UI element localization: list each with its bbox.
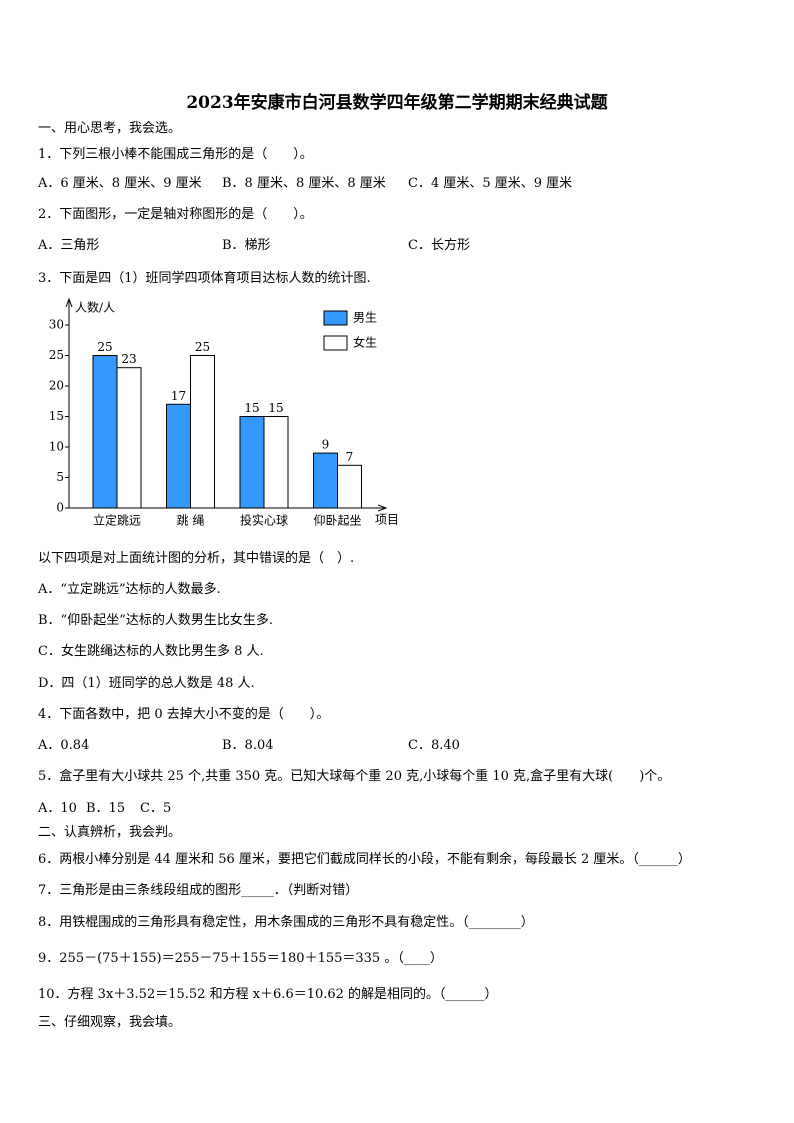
title: 2023年安康市白河县数学四年级第二学期期末经典试题 [186, 93, 608, 113]
question: 5．盒子里有大小球共 25 个,共重 350 克。已知大球每个重 20 克,小球… [38, 769, 671, 784]
data-label: 25 [97, 340, 112, 354]
y-tick-label: 0 [56, 501, 64, 515]
x-tick-label: 仰卧起坐 [313, 513, 361, 528]
y-axis-arrow [65, 297, 73, 308]
y-axis-label: 人数/人 [75, 300, 115, 315]
legend-swatch [323, 335, 348, 351]
legend-swatch [323, 310, 348, 326]
option: C．5 [140, 801, 172, 816]
bar [263, 416, 289, 509]
x-tick-label: 立定跳远 [93, 513, 141, 528]
data-label: 23 [121, 352, 136, 366]
section-heading: 三、仔细观察，我会填。 [38, 1015, 182, 1030]
option: A．10 [38, 801, 77, 816]
question: 10．方程 3x＋3.52＝15.52 和方程 x＋6.6＝10.62 的解是相… [38, 987, 498, 1002]
data-label: 15 [244, 401, 259, 415]
question: 9．255－(75＋155)＝255－75＋155＝180＋155＝335 。（… [38, 951, 443, 966]
option: C．4 厘米、5 厘米、9 厘米 [408, 176, 573, 191]
data-label: 15 [268, 401, 283, 415]
x-tick-label: 投实心球 [240, 513, 288, 528]
y-tick-label: 30 [49, 318, 64, 332]
option: A．三角形 [38, 238, 100, 253]
question: 4．下面各数中，把 0 去掉大小不变的是（ ）。 [38, 707, 330, 722]
option: A．0.84 [38, 738, 90, 753]
question: 8．用铁棍围成的三角形具有稳定性，用木条围成的三角形不具有稳定性。（______… [38, 915, 534, 930]
bar [166, 403, 191, 509]
option: B．15 [86, 801, 126, 816]
bar [313, 452, 338, 509]
x-tick-label: 跳 绳 [177, 514, 205, 528]
x-axis-arrow [377, 504, 388, 512]
option: B．8 厘米、8 厘米、8 厘米 [222, 176, 386, 191]
question: 6．两根小棒分别是 44 厘米和 56 厘米，要把它们截成同样长的小段，不能有剩… [38, 852, 691, 867]
question: 2．下面图形，一定是轴对称图形的是（ ）。 [38, 207, 313, 222]
y-tick-label: 25 [49, 348, 64, 362]
option: B．8.04 [222, 738, 274, 753]
y-tick-label: 10 [49, 440, 64, 454]
data-label: 7 [346, 450, 354, 464]
section-heading: 一、用心思考，我会选。 [38, 121, 182, 136]
bar-chart: 人数/人项目 0 5 10 15 20 25 30 立定跳远 25 23 跳 绳 17 25 投实心球 15 1… [49, 297, 399, 528]
y-tick-label: 15 [49, 409, 64, 423]
legend-label: 女生 [353, 335, 377, 350]
y-tick-label: 20 [49, 379, 64, 393]
question: 7．三角形是由三条线段组成的图形_____．（判断对错） [38, 883, 359, 898]
bar [239, 416, 265, 509]
option: B．梯形 [222, 238, 271, 253]
bar [190, 355, 215, 509]
question: 以下四项是对上面统计图的分析，其中错误的是（ ）. [38, 551, 355, 566]
option: B．“仰卧起坐”达标的人数男生比女生多. [38, 613, 273, 628]
bar [92, 355, 118, 509]
bar [337, 464, 362, 509]
question: 1．下列三根小棒不能围成三角形的是（ ）。 [38, 147, 313, 162]
option: C．长方形 [408, 238, 470, 253]
x-axis-label: 项目 [375, 513, 399, 527]
option: A．6 厘米、8 厘米、9 厘米 [38, 176, 202, 191]
data-label: 25 [195, 340, 210, 354]
section-heading: 二、认真辨析，我会判。 [38, 825, 182, 840]
option: C．女生跳绳达标的人数比男生多 8 人. [38, 644, 264, 659]
y-tick-label: 5 [56, 470, 64, 484]
option: C．8.40 [408, 738, 460, 753]
option: A．“立定跳远”达标的人数最多. [38, 582, 221, 597]
bar [116, 367, 142, 509]
option: D．四（1）班同学的总人数是 48 人. [38, 676, 255, 691]
data-label: 9 [322, 438, 330, 452]
question: 3．下面是四（1）班同学四项体育项目达标人数的统计图. [38, 271, 371, 286]
data-label: 17 [171, 389, 186, 403]
legend-label: 男生 [353, 311, 377, 325]
